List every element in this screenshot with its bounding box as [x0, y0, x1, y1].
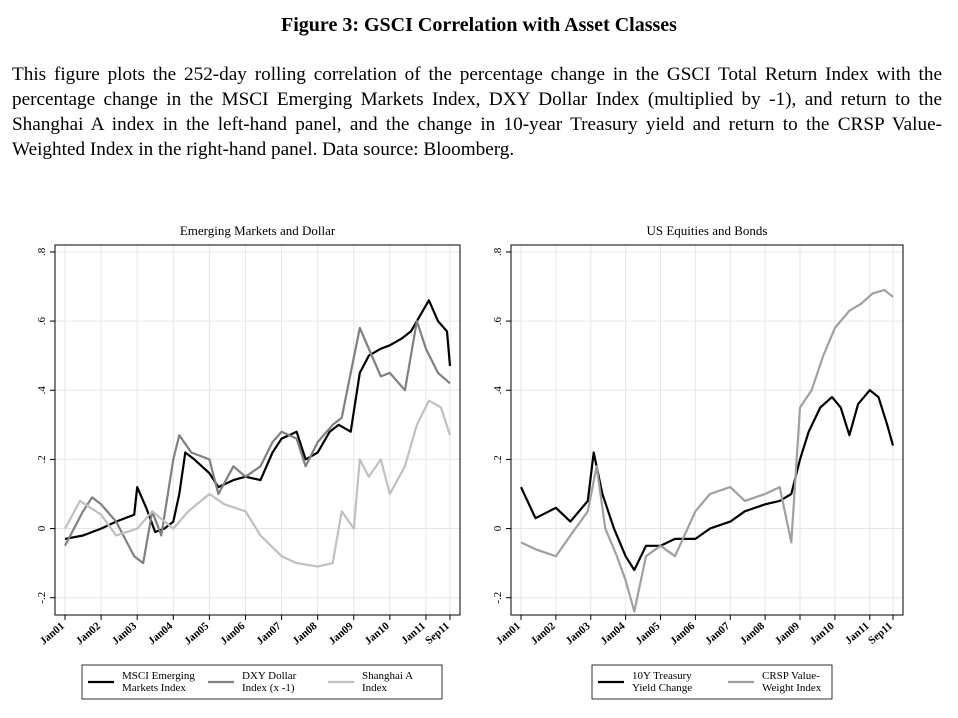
x-tick-label: Jan11 — [399, 620, 428, 647]
y-tick-label: .4 — [492, 386, 504, 395]
plot-area — [510, 244, 904, 616]
legend-label: Shanghai A Index — [362, 670, 413, 694]
figure-caption: This figure plots the 252-day rolling co… — [12, 64, 942, 160]
series-line — [520, 288, 894, 613]
legend-label: DXY Dollar Index (x -1) — [242, 670, 297, 694]
plot-area — [54, 244, 461, 616]
chart-panel-left: Emerging Markets and Dollar -.2 0 .2 .4 .6 .8 J… — [36, 223, 461, 700]
x-tick-label: Jan01 — [494, 620, 523, 647]
x-tick-label: Jan06 — [218, 620, 248, 648]
series-line — [520, 389, 895, 572]
x-tick-label: Jan09 — [773, 620, 803, 648]
y-tick-label: -.2 — [36, 592, 48, 604]
x-tick-label: Jan10 — [808, 620, 838, 648]
series-line — [64, 399, 452, 568]
x-tick-label: Jan05 — [182, 620, 212, 648]
legend-box — [591, 664, 833, 700]
y-tick-label: .6 — [492, 316, 504, 325]
x-tick-label: Jan08 — [738, 620, 768, 648]
legend-label: MSCI Emerging Markets Index — [122, 670, 195, 694]
y-tick-label: 0 — [36, 525, 48, 531]
y-tick-label: .8 — [492, 247, 504, 256]
x-tick-label: Jan01 — [38, 620, 67, 647]
y-tick-label: .6 — [36, 316, 48, 325]
x-tick-label: Jan11 — [843, 620, 872, 647]
legend-label: CRSP Value-Weight Index — [762, 670, 822, 694]
x-tick-label: Jan03 — [563, 620, 593, 648]
x-tick-label: Jan02 — [529, 620, 559, 648]
series-line — [64, 319, 451, 565]
y-tick-label: .8 — [36, 247, 48, 256]
x-tick-label: Jan04 — [598, 620, 628, 648]
x-tick-label: Jan07 — [254, 620, 284, 648]
x-tick-label: Sep11 — [423, 620, 452, 647]
x-tick-label: Jan07 — [703, 620, 733, 648]
legend-box — [81, 664, 443, 700]
plot-border — [510, 244, 904, 616]
y-tick-label: .2 — [36, 455, 48, 463]
x-tick-label: Jan02 — [74, 620, 104, 648]
y-tick-label: 0 — [492, 525, 504, 531]
x-tick-label: Jan06 — [668, 620, 698, 648]
legend-label: 10Y Treasury Yield Change — [632, 670, 692, 694]
x-tick-label: Jan08 — [290, 620, 320, 648]
x-tick-label: Jan10 — [363, 620, 393, 648]
x-tick-label: Sep11 — [866, 620, 895, 647]
y-tick-label: -.2 — [492, 592, 504, 604]
series-line — [64, 299, 452, 540]
panel-title: US Equities and Bonds — [647, 223, 768, 238]
x-tick-label: Jan03 — [110, 620, 140, 648]
figure-title: Figure 3: GSCI Correlation with Asset Cl… — [281, 14, 677, 36]
y-tick-label: .4 — [36, 386, 48, 395]
x-tick-label: Jan05 — [633, 620, 663, 648]
x-tick-label: Jan04 — [146, 620, 176, 648]
x-tick-label: Jan09 — [326, 620, 356, 648]
panel-title: Emerging Markets and Dollar — [180, 223, 336, 238]
plot-border — [54, 244, 461, 616]
y-tick-label: .2 — [492, 455, 504, 463]
